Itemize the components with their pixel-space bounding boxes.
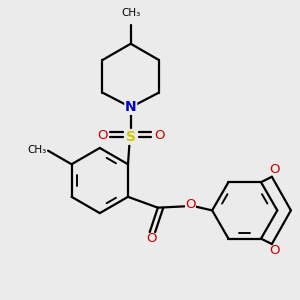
Text: O: O <box>97 129 107 142</box>
Text: O: O <box>146 232 156 245</box>
Text: CH₃: CH₃ <box>121 8 140 18</box>
Text: S: S <box>126 130 136 144</box>
Text: N: N <box>125 100 136 114</box>
Text: O: O <box>154 129 164 142</box>
Text: O: O <box>269 164 280 176</box>
Text: CH₃: CH₃ <box>28 145 47 155</box>
Text: O: O <box>269 244 280 257</box>
Text: O: O <box>185 199 196 212</box>
